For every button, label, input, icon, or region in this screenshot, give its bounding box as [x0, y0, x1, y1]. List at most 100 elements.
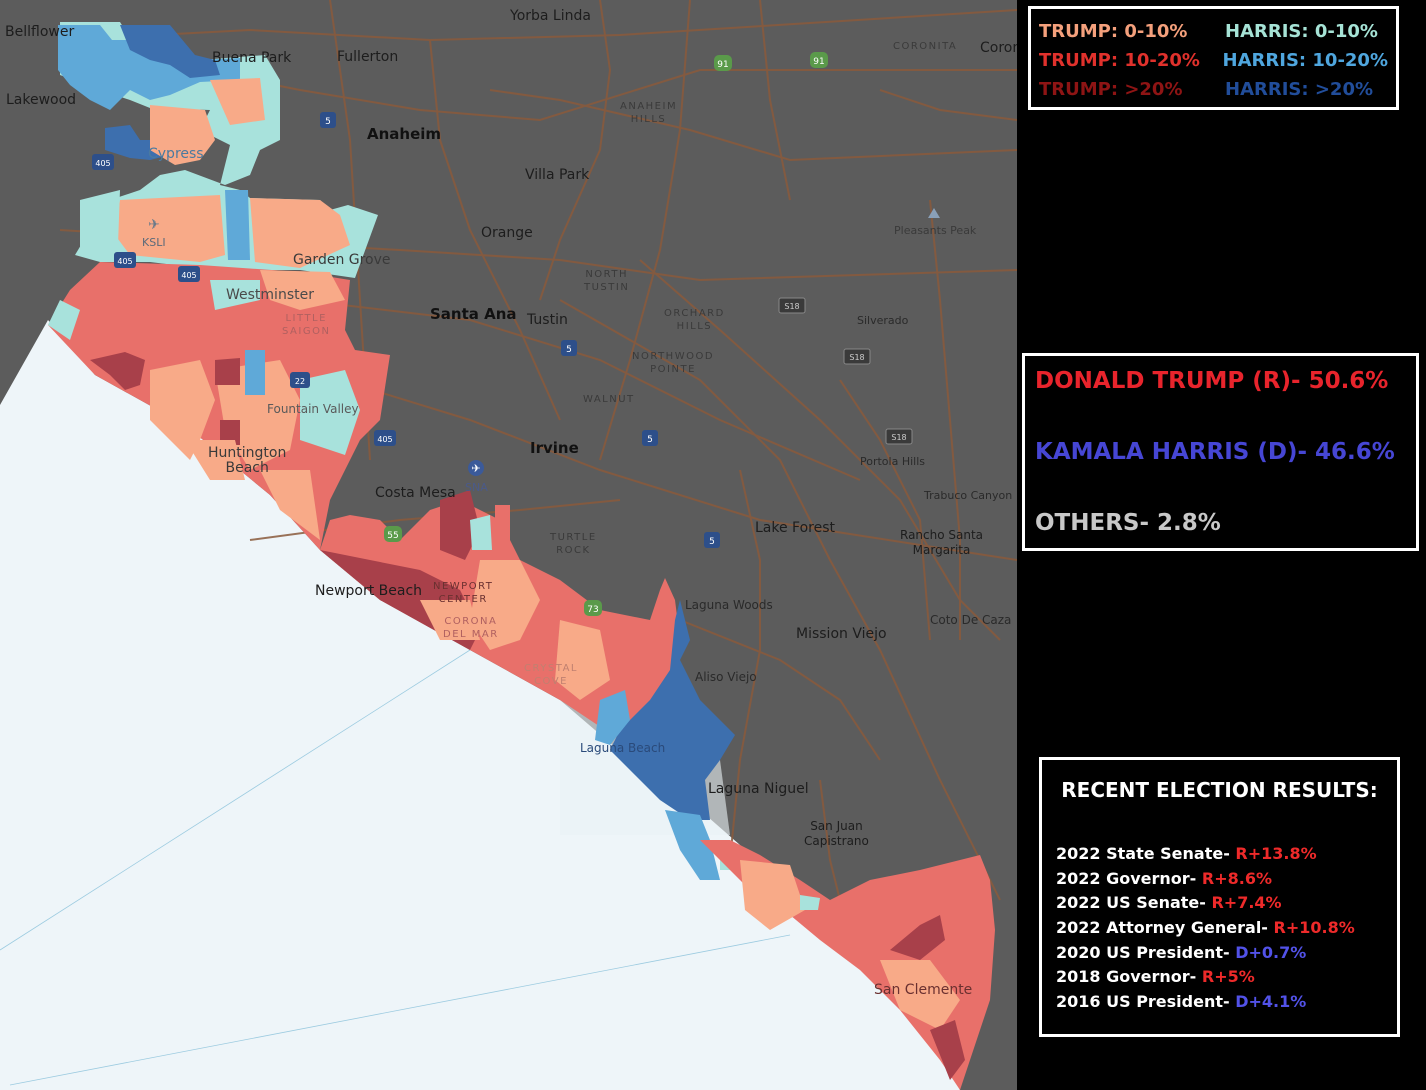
place-label: Costa Mesa: [375, 485, 456, 501]
svg-text:S18: S18: [784, 302, 799, 311]
place-label: Lake Forest: [755, 520, 836, 536]
place-label: Coron: [980, 40, 1017, 56]
place-label: Santa Ana: [430, 305, 517, 323]
svg-text:405: 405: [181, 271, 196, 280]
trump-20-precinct: [215, 358, 240, 385]
place-label: Laguna Woods: [685, 598, 773, 612]
legend-trump-0-10: TRUMP: 0-10%: [1039, 21, 1188, 42]
place-label: Laguna Niguel: [708, 781, 809, 797]
place-label: Coto De Caza: [930, 613, 1012, 627]
trump-0-10-precinct: [260, 270, 345, 310]
place-label: LITTLE SAIGON: [282, 313, 331, 337]
trump-20-precinct: [440, 490, 480, 560]
route-shield-55: 55: [384, 526, 402, 542]
place-label: Anaheim: [367, 125, 442, 143]
svg-text:S18: S18: [849, 353, 864, 362]
plane-icon: ✈: [471, 463, 480, 475]
place-label: NORTH TUSTIN: [584, 269, 630, 293]
route-shield-s18: S18: [843, 348, 871, 365]
trump-20-precinct: [930, 1020, 965, 1080]
precincts: [48, 22, 995, 1090]
airport-icon: [468, 460, 484, 476]
trump-0-10-precinct: [150, 105, 215, 165]
route-shield-5: 5: [561, 340, 577, 356]
place-label: Silverado: [857, 314, 909, 327]
place-label: Buena Park: [212, 50, 292, 66]
place-label: CORONA DEL MAR: [443, 616, 499, 640]
harris-lean-precinct: [300, 370, 360, 455]
route-shield-405: 405: [178, 266, 200, 282]
place-label: Pleasants Peak: [894, 224, 977, 237]
trump-0-10-precinct: [260, 470, 320, 540]
harris-10-20-precinct: [225, 190, 250, 260]
route-shield-405: 405: [374, 430, 396, 446]
trump-10-20-precinct: [495, 505, 510, 540]
trump-0-10-precinct: [115, 195, 225, 262]
recent-result-margin: R+8.6%: [1201, 868, 1272, 888]
route-shield-5: 5: [320, 112, 336, 128]
map-canvas: 91 91 5 5 5 5 405 405 405 405 22 55 73 S…: [0, 0, 1017, 1090]
harris-10-20-precinct: [58, 25, 240, 110]
recent-results-panel: RECENT ELECTION RESULTS: 2022 State Sena…: [1039, 757, 1400, 1037]
recent-result-item: 2020 US President- D+0.7%: [1056, 943, 1383, 968]
place-label: ORCHARD HILLS: [664, 308, 725, 332]
route-shield-22: 22: [290, 372, 310, 388]
recent-result-item: 2022 US Senate- R+7.4%: [1056, 893, 1383, 918]
svg-text:405: 405: [117, 257, 132, 266]
place-label: NORTHWOOD POINTE: [632, 351, 715, 375]
place-label: KSLI: [142, 236, 166, 249]
recent-result-item: 2022 Governor- R+8.6%: [1056, 869, 1383, 894]
legend-harris-10-20: HARRIS: 10-20%: [1222, 50, 1388, 71]
place-label: Tustin: [527, 312, 568, 328]
others-result: OTHERS- 2.8%: [1035, 510, 1221, 536]
route-shield-91: 91: [714, 55, 732, 71]
svg-text:405: 405: [95, 159, 110, 168]
trump-20-precinct: [220, 420, 240, 445]
route-shield-5: 5: [704, 532, 720, 548]
trump-0-10-precinct: [555, 620, 610, 700]
ocean: [0, 320, 960, 1090]
recent-result-margin: R+7.4%: [1211, 893, 1282, 913]
place-label: Villa Park: [525, 167, 590, 183]
peak-icon: [928, 208, 940, 218]
route-shields: 91 91 5 5 5 5 405 405 405 405 22 55 73 S…: [92, 52, 913, 616]
place-label: Fullerton: [337, 49, 399, 65]
route-shield-405: 405: [92, 154, 114, 170]
place-label: Portola Hills: [860, 455, 926, 468]
results-panel: DONALD TRUMP (R)- 50.6% KAMALA HARRIS (D…: [1022, 353, 1419, 551]
recent-result-item: 2022 Attorney General- R+10.8%: [1056, 918, 1383, 943]
route-shield-405: 405: [114, 252, 136, 268]
airfield-icon: ✈: [148, 216, 160, 232]
svg-text:22: 22: [295, 377, 305, 386]
harris-20-precinct: [120, 25, 220, 78]
place-label: Bellflower: [5, 24, 75, 40]
place-label: ANAHEIM HILLS: [620, 101, 678, 125]
route-shield-s18: S18: [885, 428, 913, 445]
harris-10-20-precinct: [245, 350, 265, 395]
place-label: Orange: [481, 225, 533, 241]
recent-result-label: 2022 Attorney General-: [1056, 918, 1274, 938]
recent-result-label: 2020 US President-: [1056, 942, 1236, 962]
legend: TRUMP: 0-10% HARRIS: 0-10% TRUMP: 10-20%…: [1028, 6, 1399, 110]
place-label: CRYSTAL COVE: [524, 663, 578, 687]
route-shield-5: 5: [642, 430, 658, 446]
legend-harris-0-10: HARRIS: 0-10%: [1225, 21, 1378, 42]
county-map: 91 91 5 5 5 5 405 405 405 405 22 55 73 S…: [0, 0, 1017, 1090]
trump-20-precinct: [890, 915, 945, 960]
recent-result-label: 2018 Governor-: [1056, 967, 1202, 987]
recent-result-margin: D+4.1%: [1235, 992, 1307, 1012]
place-label: San Clemente: [874, 982, 973, 998]
place-label: WALNUT: [583, 394, 635, 405]
trump-20-precinct: [90, 352, 145, 390]
recent-results-list: 2022 State Senate- R+13.8% 2022 Governor…: [1056, 844, 1383, 1017]
route-shield-73: 73: [584, 600, 602, 616]
legend-trump-10-20: TRUMP: 10-20%: [1039, 50, 1200, 71]
harris-lean-precinct: [470, 515, 492, 550]
trump-0-10-precinct: [150, 360, 215, 460]
recent-result-margin: R+10.8%: [1273, 918, 1355, 938]
recent-result-label: 2016 US President-: [1056, 992, 1236, 1012]
place-label: Rancho Santa Margarita: [900, 528, 984, 557]
place-label: Fountain Valley: [267, 402, 359, 416]
route-shield-s18: S18: [778, 297, 806, 314]
